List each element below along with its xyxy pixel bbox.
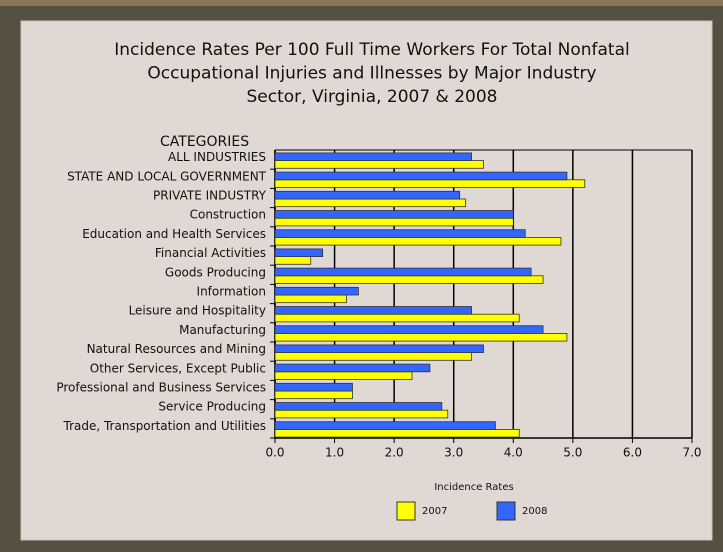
bar	[274, 306, 472, 315]
y-tick-label: Natural Resources and Mining	[87, 342, 266, 356]
bar	[274, 402, 443, 411]
y-tick-label: Manufacturing	[179, 323, 266, 337]
bar	[274, 352, 472, 361]
bar	[274, 160, 484, 169]
bar	[274, 210, 514, 219]
y-tick-label: Professional and Business Services	[56, 381, 266, 395]
bar	[274, 325, 544, 334]
y-tick-label: Leisure and Hospitality	[129, 304, 266, 318]
bar	[274, 428, 520, 438]
bar	[274, 313, 520, 323]
bar	[274, 248, 324, 257]
y-tick-label: ALL INDUSTRIES	[168, 150, 266, 164]
bar	[274, 152, 472, 161]
y-tick-label: Service Producing	[158, 400, 266, 414]
legend-label: 2007	[422, 506, 447, 517]
y-tick-label: Financial Activities	[155, 246, 266, 260]
bar	[274, 190, 461, 200]
legend-title: Incidence Rates	[434, 482, 513, 493]
y-tick-label: Information	[197, 285, 266, 299]
x-tick-label: 4.0	[504, 446, 523, 460]
x-tick-label: 5.0	[563, 446, 582, 460]
legend-swatch	[396, 501, 416, 521]
chart-title: Sector, Virginia, 2007 & 2008	[247, 87, 498, 107]
bar	[274, 198, 467, 208]
bar	[274, 217, 514, 227]
legend-label: 2008	[522, 506, 547, 517]
y-tick-label: Goods Producing	[165, 265, 266, 279]
bar	[274, 371, 413, 380]
bar	[274, 363, 431, 373]
x-tick-label: 0.0	[265, 446, 284, 460]
y-tick-label: Construction	[190, 208, 266, 222]
y-tick-label: Education and Health Services	[82, 227, 266, 241]
y-tick-label: STATE AND LOCAL GOVERNMENT	[67, 169, 267, 183]
x-tick-label: 3.0	[444, 446, 463, 460]
legend-swatch	[496, 501, 516, 521]
bar	[274, 229, 526, 238]
bar	[274, 409, 449, 419]
x-tick-label: 2.0	[385, 446, 404, 460]
bar	[274, 267, 532, 277]
y-axis-label: CATEGORIES	[160, 134, 249, 150]
bar	[274, 421, 496, 430]
bar	[274, 256, 312, 265]
bar	[274, 344, 484, 354]
bar	[274, 286, 359, 296]
bar	[274, 332, 568, 342]
bar	[274, 275, 544, 284]
y-tick-label: PRIVATE INDUSTRY	[153, 189, 267, 203]
bar	[274, 236, 562, 246]
y-tick-label: Trade, Transportation and Utilities	[63, 419, 267, 433]
bar	[274, 179, 586, 188]
top-strip	[0, 0, 723, 6]
x-tick-label: 7.0	[682, 446, 701, 460]
chart-title: Incidence Rates Per 100 Full Time Worker…	[114, 40, 630, 60]
bar	[274, 294, 347, 304]
bar	[274, 382, 353, 392]
x-tick-label: 1.0	[325, 446, 344, 460]
y-tick-label: Other Services, Except Public	[90, 361, 266, 375]
bar	[274, 390, 353, 400]
chart-title: Occupational Injuries and Illnesses by M…	[147, 64, 596, 84]
bar	[274, 171, 568, 181]
x-tick-label: 6.0	[623, 446, 642, 460]
